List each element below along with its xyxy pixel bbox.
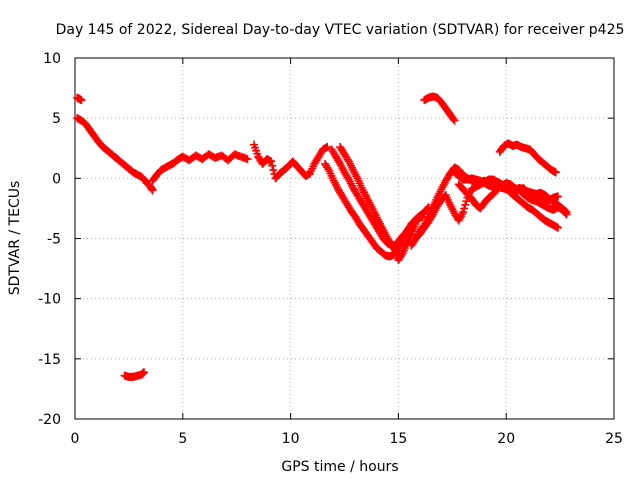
data-point [243,155,252,164]
y-tick-label: -20 [38,412,61,428]
grid [75,58,614,419]
y-axis-label: SDTVAR / TECUs [7,181,23,296]
data-point [323,143,332,152]
data-point [450,116,459,125]
y-tick-label: 10 [43,51,61,67]
y-tick-label: -15 [38,352,61,368]
data-point [462,197,471,206]
axis-ticks: 0 5 10 15 20 25 -20 -15 -10 -5 0 5 10 [38,51,623,447]
y-tick-label: 0 [52,171,61,187]
data-points [73,92,571,381]
x-axis-label: GPS time / hours [281,459,398,475]
data-point [461,200,470,209]
data-point [561,207,570,216]
data-point [459,208,468,217]
data-point [253,149,262,158]
data-point [418,212,427,221]
data-point [553,223,562,232]
y-tick-label: -5 [47,232,61,248]
data-point [267,157,276,166]
data-point [411,220,420,229]
data-point [148,186,157,195]
y-tick-label: 5 [52,111,61,127]
data-point [251,143,260,152]
x-tick-label: 25 [605,431,623,447]
data-point [562,208,571,217]
x-tick-label: 15 [389,431,407,447]
x-tick-label: 5 [178,431,187,447]
data-point [268,161,277,170]
data-point [139,368,148,377]
x-tick-label: 20 [497,431,515,447]
x-tick-label: 10 [282,431,300,447]
data-point [77,96,86,105]
data-point [460,204,469,213]
data-point [249,140,258,149]
x-tick-label: 0 [71,431,80,447]
chart-title: Day 145 of 2022, Sidereal Day-to-day VTE… [56,22,625,38]
data-point [269,165,278,174]
data-point [252,146,261,155]
data-point [553,192,562,201]
y-tick-label: -10 [38,292,61,308]
data-point [423,204,432,213]
data-point [551,168,560,177]
